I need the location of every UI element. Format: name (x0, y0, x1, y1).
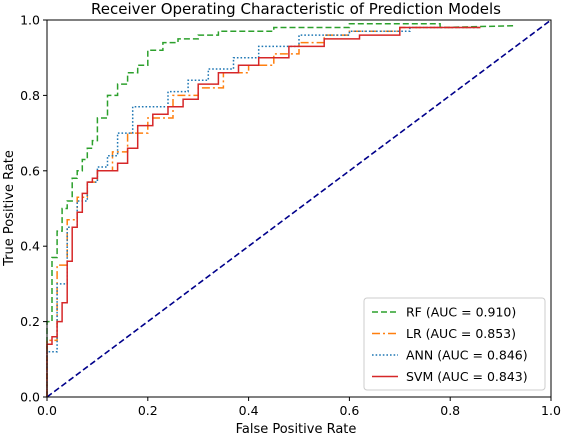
plot-area: 0.0 0.2 0.4 0.6 0.8 1.0 0.0 0.2 0.4 0.6 0.8 1.0 RF (… (20, 13, 561, 419)
diagonal-reference-line (46, 19, 552, 398)
axes-frame (46, 19, 552, 398)
x-axis-label: False Positive Rate (236, 422, 357, 437)
x-tick-label: 1.0 (541, 403, 561, 418)
y-tick-label: 0.4 (20, 239, 40, 254)
y-tick-label: 0.8 (20, 88, 40, 103)
series-line-3 (46, 26, 481, 397)
y-tick-label: 0.2 (20, 314, 40, 329)
x-tick-label: 0.6 (339, 403, 359, 418)
x-tick-label: 0.0 (37, 403, 57, 418)
x-tick-label: 0.8 (440, 403, 460, 418)
x-tick-label: 0.4 (239, 403, 259, 418)
legend-label-1: LR (AUC = 0.853) (406, 326, 516, 341)
legend-label-3: SVM (AUC = 0.843) (406, 369, 528, 384)
y-tick-label: 0.6 (20, 163, 40, 178)
legend-box (363, 297, 546, 391)
x-tick-label: 0.2 (138, 403, 158, 418)
legend-label-0: RF (AUC = 0.910) (406, 305, 516, 320)
series-line-0 (46, 23, 516, 397)
y-tick-label: 1.0 (20, 13, 40, 28)
chart-title: Receiver Operating Characteristic of Pre… (91, 0, 501, 18)
y-tick-label: 0.0 (20, 390, 40, 405)
y-axis-label: True Positive Rate (2, 150, 17, 267)
legend-label-2: ANN (AUC = 0.846) (406, 348, 528, 363)
